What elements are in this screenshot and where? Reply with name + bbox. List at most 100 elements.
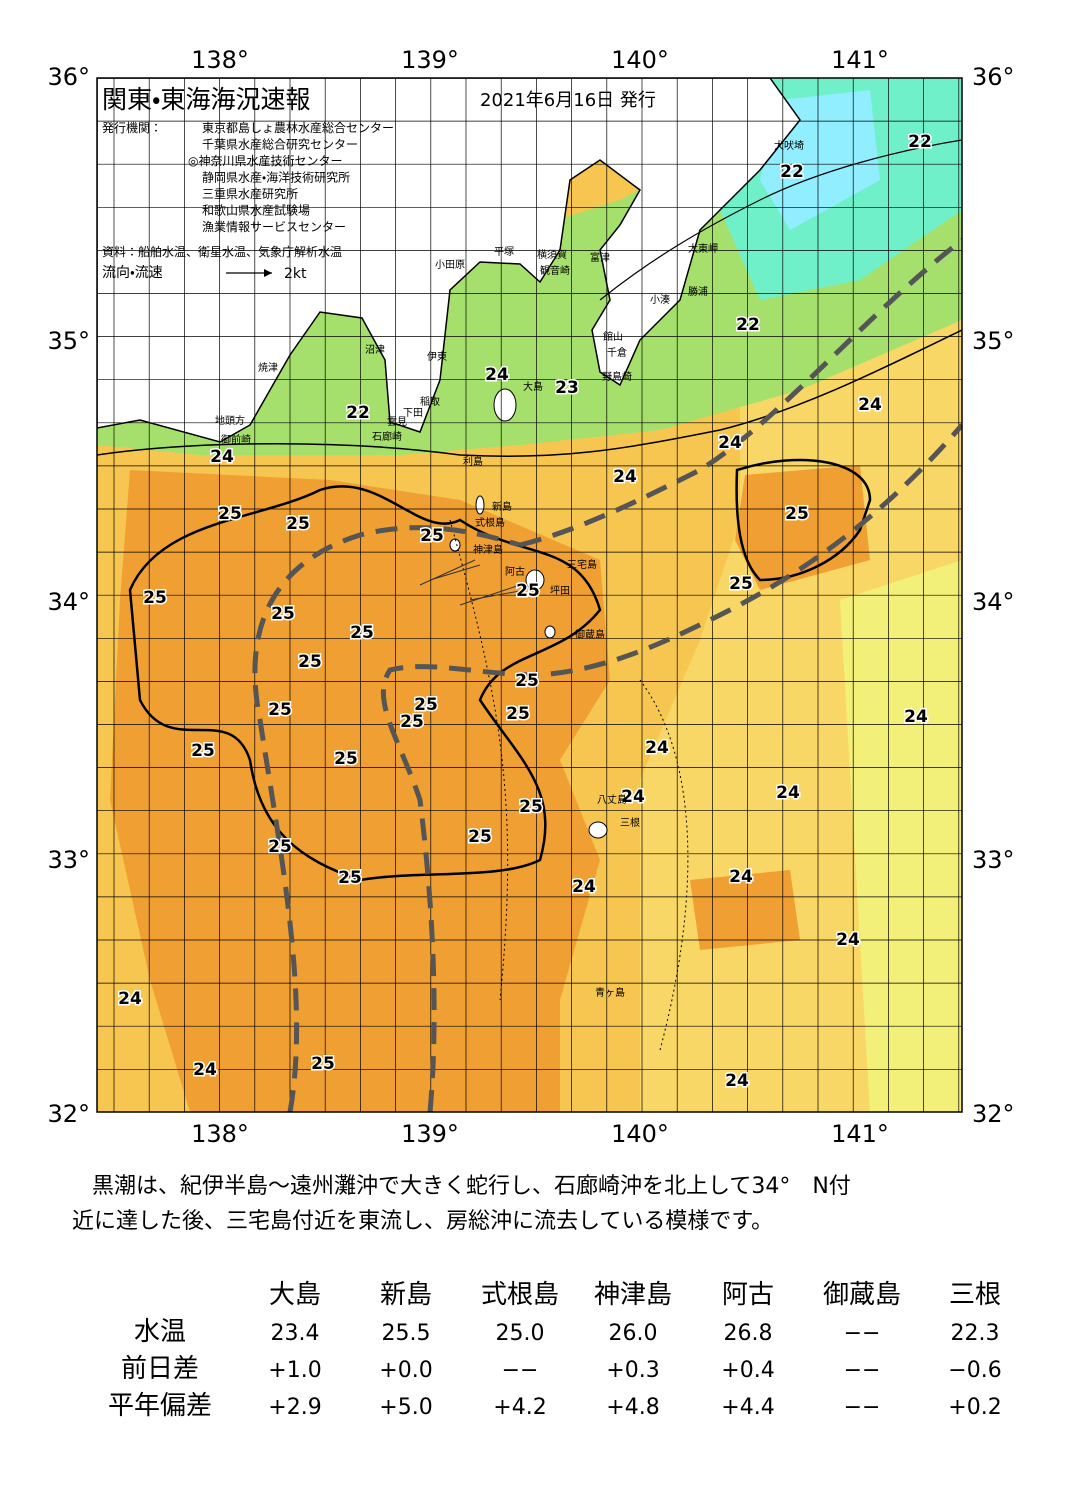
table-cell: 23.4 [271, 1321, 320, 1346]
place-name: 御蔵島 [575, 628, 605, 641]
temperature-label: 22 [780, 162, 804, 182]
data-source: 資料：船舶水温、衛星水温、気象庁解析水温 [102, 244, 342, 259]
place-name: 勝浦 [688, 285, 708, 298]
issuer: 静岡県水産・海洋技術研究所 [202, 170, 350, 185]
temperature-label: 24 [729, 867, 753, 887]
temperature-label: 25 [516, 581, 540, 601]
map-title: 関東・東海海況速報 [102, 85, 311, 114]
row-label: 水温 [134, 1317, 186, 1347]
issuer: 和歌山県水産試験場 [202, 203, 310, 218]
legend-scale: 2kt [284, 266, 307, 282]
longitude-label: 141° [831, 46, 889, 74]
longitude-label: 139° [401, 1120, 459, 1148]
kuroshio-axis [252, 525, 521, 1112]
sea-warm-patch [690, 870, 800, 950]
issue-date: 2021年6月16日 発行 [480, 90, 656, 111]
temperature-label: 24 [621, 787, 645, 807]
place-name: 富津 [590, 251, 610, 264]
temperature-label: 25 [515, 671, 539, 691]
table-cell: +1.0 [268, 1358, 321, 1383]
table-cell: +4.8 [606, 1395, 659, 1420]
island [449, 538, 461, 552]
table-cell: +0.2 [948, 1395, 1001, 1420]
temperature-label: 25 [338, 868, 362, 888]
table-cell: +0.4 [721, 1358, 774, 1383]
temperature-label: 24 [193, 1060, 217, 1080]
issuer: 漁業情報サービスセンター [202, 220, 346, 234]
place-name: 稲取 [420, 396, 440, 408]
longitude-label: 140° [611, 1120, 669, 1148]
temperature-label: 25 [400, 712, 424, 732]
latitude-label: 36° [972, 63, 1015, 91]
kuroshio-axis [380, 423, 962, 1112]
place-name: 犬吠埼 [774, 139, 804, 152]
temperature-label: 24 [904, 707, 928, 727]
latitude-label: 32° [972, 1100, 1015, 1128]
row-label: 前日差 [121, 1354, 199, 1384]
table-cell: 26.8 [724, 1321, 773, 1346]
table-cell: +4.4 [721, 1395, 774, 1420]
isotherm-22 [599, 139, 962, 301]
table-cell: +0.3 [606, 1358, 659, 1383]
temperature-label: 25 [350, 623, 374, 643]
isotherm-25 [128, 485, 602, 882]
temperature-label: 24 [645, 738, 669, 758]
issuers: 東京都島しょ農林水産総合センター千葉県水産総合研究センター◎神奈川県水産技術セン… [188, 120, 394, 234]
column-header: 大島 [269, 1280, 321, 1310]
place-name: 横須賀 [537, 248, 567, 261]
place-name: 利島 [463, 455, 483, 468]
temperature-label: 25 [268, 837, 292, 857]
issuer: ◎神奈川県水産技術センター [188, 153, 342, 168]
latitude-label: 34° [972, 588, 1015, 616]
place-name: 太東岬 [688, 242, 718, 255]
temperature-label: 25 [506, 704, 530, 724]
temperature-label: 24 [718, 433, 742, 453]
temperature-label: 25 [268, 700, 292, 720]
latitude-label: 35° [47, 327, 90, 355]
sea-east-cool [840, 560, 962, 1112]
table-cell: 25.5 [382, 1321, 431, 1346]
place-name: 平塚 [494, 246, 514, 258]
place-name: 小田原 [435, 259, 465, 271]
column-header: 三根 [949, 1280, 1001, 1310]
table-cell: +5.0 [379, 1395, 432, 1420]
temperature-label: 25 [271, 604, 295, 624]
latitude-label: 34° [47, 588, 90, 616]
place-name: 野島崎 [602, 370, 632, 383]
place-name: 伊東 [427, 350, 447, 363]
temperature-label: 24 [776, 783, 800, 803]
row-label: 平年偏差 [108, 1391, 212, 1421]
longitude-label: 140° [611, 46, 669, 74]
column-header: 神津島 [594, 1280, 672, 1310]
table-cell: −− [502, 1358, 539, 1383]
latitude-label: 33° [47, 846, 90, 874]
temperature-label: 22 [736, 315, 760, 335]
place-name: 観音崎 [540, 264, 570, 277]
temperature-label: 23 [555, 378, 579, 398]
temperature-label: 25 [785, 504, 809, 524]
summary-line: 黒潮は、紀伊半島～遠州灘沖で大きく蛇行し、石廊崎沖を北上して34° N付 [92, 1174, 851, 1199]
place-name: 御前崎 [221, 433, 251, 446]
table-cell: 26.0 [609, 1321, 658, 1346]
temperature-label: 24 [613, 467, 637, 487]
longitude-label: 141° [831, 1120, 889, 1148]
temperature-label: 25 [729, 574, 753, 594]
table-cell: +0.0 [379, 1358, 432, 1383]
table-cell: −− [844, 1395, 881, 1420]
latitude-label: 36° [47, 63, 90, 91]
temperature-label: 25 [286, 514, 310, 534]
temperature-label: 25 [420, 526, 444, 546]
issuer: 三重県水産研究所 [202, 187, 298, 201]
temperature-label: 24 [118, 989, 142, 1009]
place-name: 焼津 [258, 362, 278, 374]
place-name: 千倉 [607, 347, 627, 359]
temperature-label: 25 [414, 695, 438, 715]
island [588, 821, 608, 839]
place-name: 神津島 [473, 543, 503, 556]
place-name: 大島 [523, 380, 543, 393]
temperature-label: 24 [858, 395, 882, 415]
place-name: 雲見 [387, 416, 407, 428]
place-name: 青ヶ島 [595, 986, 625, 999]
